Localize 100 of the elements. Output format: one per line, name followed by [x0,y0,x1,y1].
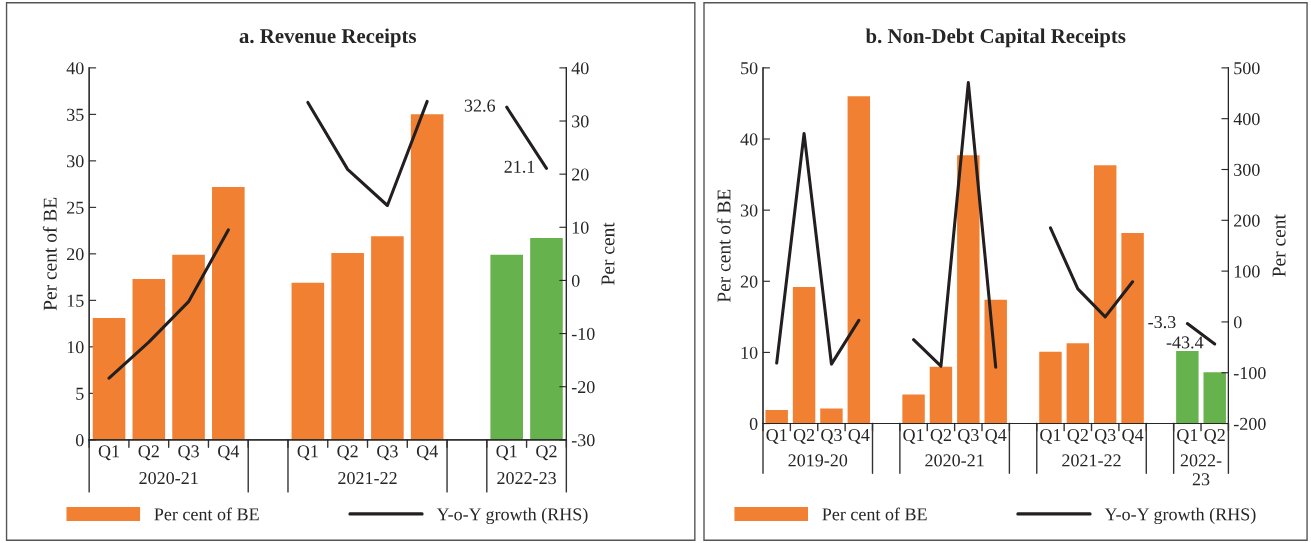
legend-label: Y-o-Y growth (RHS) [1104,507,1256,525]
y2-tick-label: -100 [1233,366,1266,380]
y2-tick-label: -200 [1233,417,1266,430]
x-tick-label: Q2 [930,428,951,444]
y2-tick-label: 400 [1233,112,1260,126]
y-axis-title: Per cent of BE [716,189,731,303]
bar [1121,232,1144,424]
data-label: -3.3 [1148,315,1176,329]
y2-tick-label: -30 [571,434,595,447]
x-tick-label: Q3 [958,428,979,444]
y-tick-label: 25 [67,201,84,214]
y2-tick-label: 500 [1234,62,1260,75]
x-tick-label: Q4 [218,445,240,461]
bar [847,96,871,424]
legend-label: Per cent of BE [154,507,259,521]
y-tick-label: 10 [67,341,84,354]
y-tick-label: 0 [749,417,758,430]
y-tick-label: 5 [76,387,84,400]
data-label: 21.1 [504,160,535,173]
x-tick-label: Q1 [1040,428,1061,444]
y2-tick-label: 0 [1233,316,1242,329]
x-tick-label: Q4 [848,428,870,444]
text: 2020-21 [925,454,984,467]
bar [1176,350,1199,424]
x-tick-label: Q1 [766,428,787,444]
legend-label: Y-o-Y growth (RHS) [436,507,588,525]
bar [1039,351,1062,424]
y2-tick-label: -20 [571,380,595,394]
text: 2022-23 [497,471,556,485]
bar [530,238,563,440]
y-tick-label: 20 [740,275,758,288]
bar [331,252,364,440]
x-tick-label: Q3 [1094,428,1116,444]
text: 2019-20 [788,454,848,467]
data-label: -43.4 [1166,336,1204,349]
x-tick-label: Q1 [297,445,318,461]
y-axis-title: Per cent of BE [42,197,57,311]
y2-tick-label: 300 [1234,163,1260,176]
y2-tick-label: 200 [1234,214,1260,227]
y2-axis-title: Per cent [1272,214,1286,277]
bar [172,254,205,440]
x-tick-label: Q4 [416,445,438,461]
x-tick-label: Q1 [496,445,517,461]
x-tick-label: Q3 [377,445,398,461]
bar [1203,372,1226,424]
bar [410,114,444,440]
y2-tick-label: 0 [571,274,580,287]
y2-tick-label: 20 [572,168,589,181]
bar [132,278,166,440]
x-tick-label: Q2 [337,445,358,461]
y-tick-label: 50 [741,62,758,75]
text: 2021-22 [1062,454,1121,467]
x-tick-label: Q1 [98,445,119,461]
bar [984,299,1007,424]
bar [291,282,325,440]
bar [765,410,788,424]
y-tick-label: 40 [740,133,758,146]
text: 2020-21 [139,471,198,485]
bar [490,254,524,440]
bar [820,408,843,424]
y2-tick-label: 10 [572,221,589,234]
x-tick-label: Q2 [1067,428,1088,444]
x-tick-label: Q3 [178,445,199,461]
y-tick-label: 0 [75,434,84,447]
chart-title: b. Non-Debt Capital Receipts [865,28,1126,48]
bar [792,286,816,424]
bar [902,394,925,424]
x-tick-label: Q2 [138,445,159,461]
x-tick-label: Q1 [1177,428,1198,444]
y-tick-label: 20 [67,248,84,261]
y2-tick-label: 40 [571,62,589,75]
y-tick-label: 15 [67,294,84,307]
x-tick-label: Q1 [903,428,924,444]
x-tick-label: Q2 [536,445,557,461]
y-tick-label: 10 [741,346,758,359]
bar [212,186,245,440]
bar [371,236,404,440]
y-tick-label: 30 [67,155,84,168]
text: 2022-23 [1180,454,1222,486]
x-tick-label: Q2 [1204,428,1225,444]
y2-tick-label: 100 [1234,265,1260,278]
x-tick-label: Q3 [821,428,842,444]
y2-tick-label: -10 [571,327,595,340]
x-tick-label: Q4 [1122,428,1144,444]
chart-title: a. Revenue Receipts [239,28,417,48]
bar [957,155,980,424]
legend-label: Per cent of BE [822,507,927,521]
bar [929,366,953,424]
y2-tick-label: 30 [572,115,589,128]
y-tick-label: 35 [67,108,84,121]
x-tick-label: Q2 [793,428,815,444]
y2-axis-title: Per cent [601,222,615,285]
bar [1066,343,1090,424]
y-tick-label: 30 [740,204,758,217]
data-label: 32.6 [464,99,496,112]
bar [92,318,126,440]
x-tick-label: Q4 [985,428,1007,444]
y-tick-label: 40 [66,62,84,75]
text: 2021-22 [338,471,397,485]
bar [1093,165,1117,424]
